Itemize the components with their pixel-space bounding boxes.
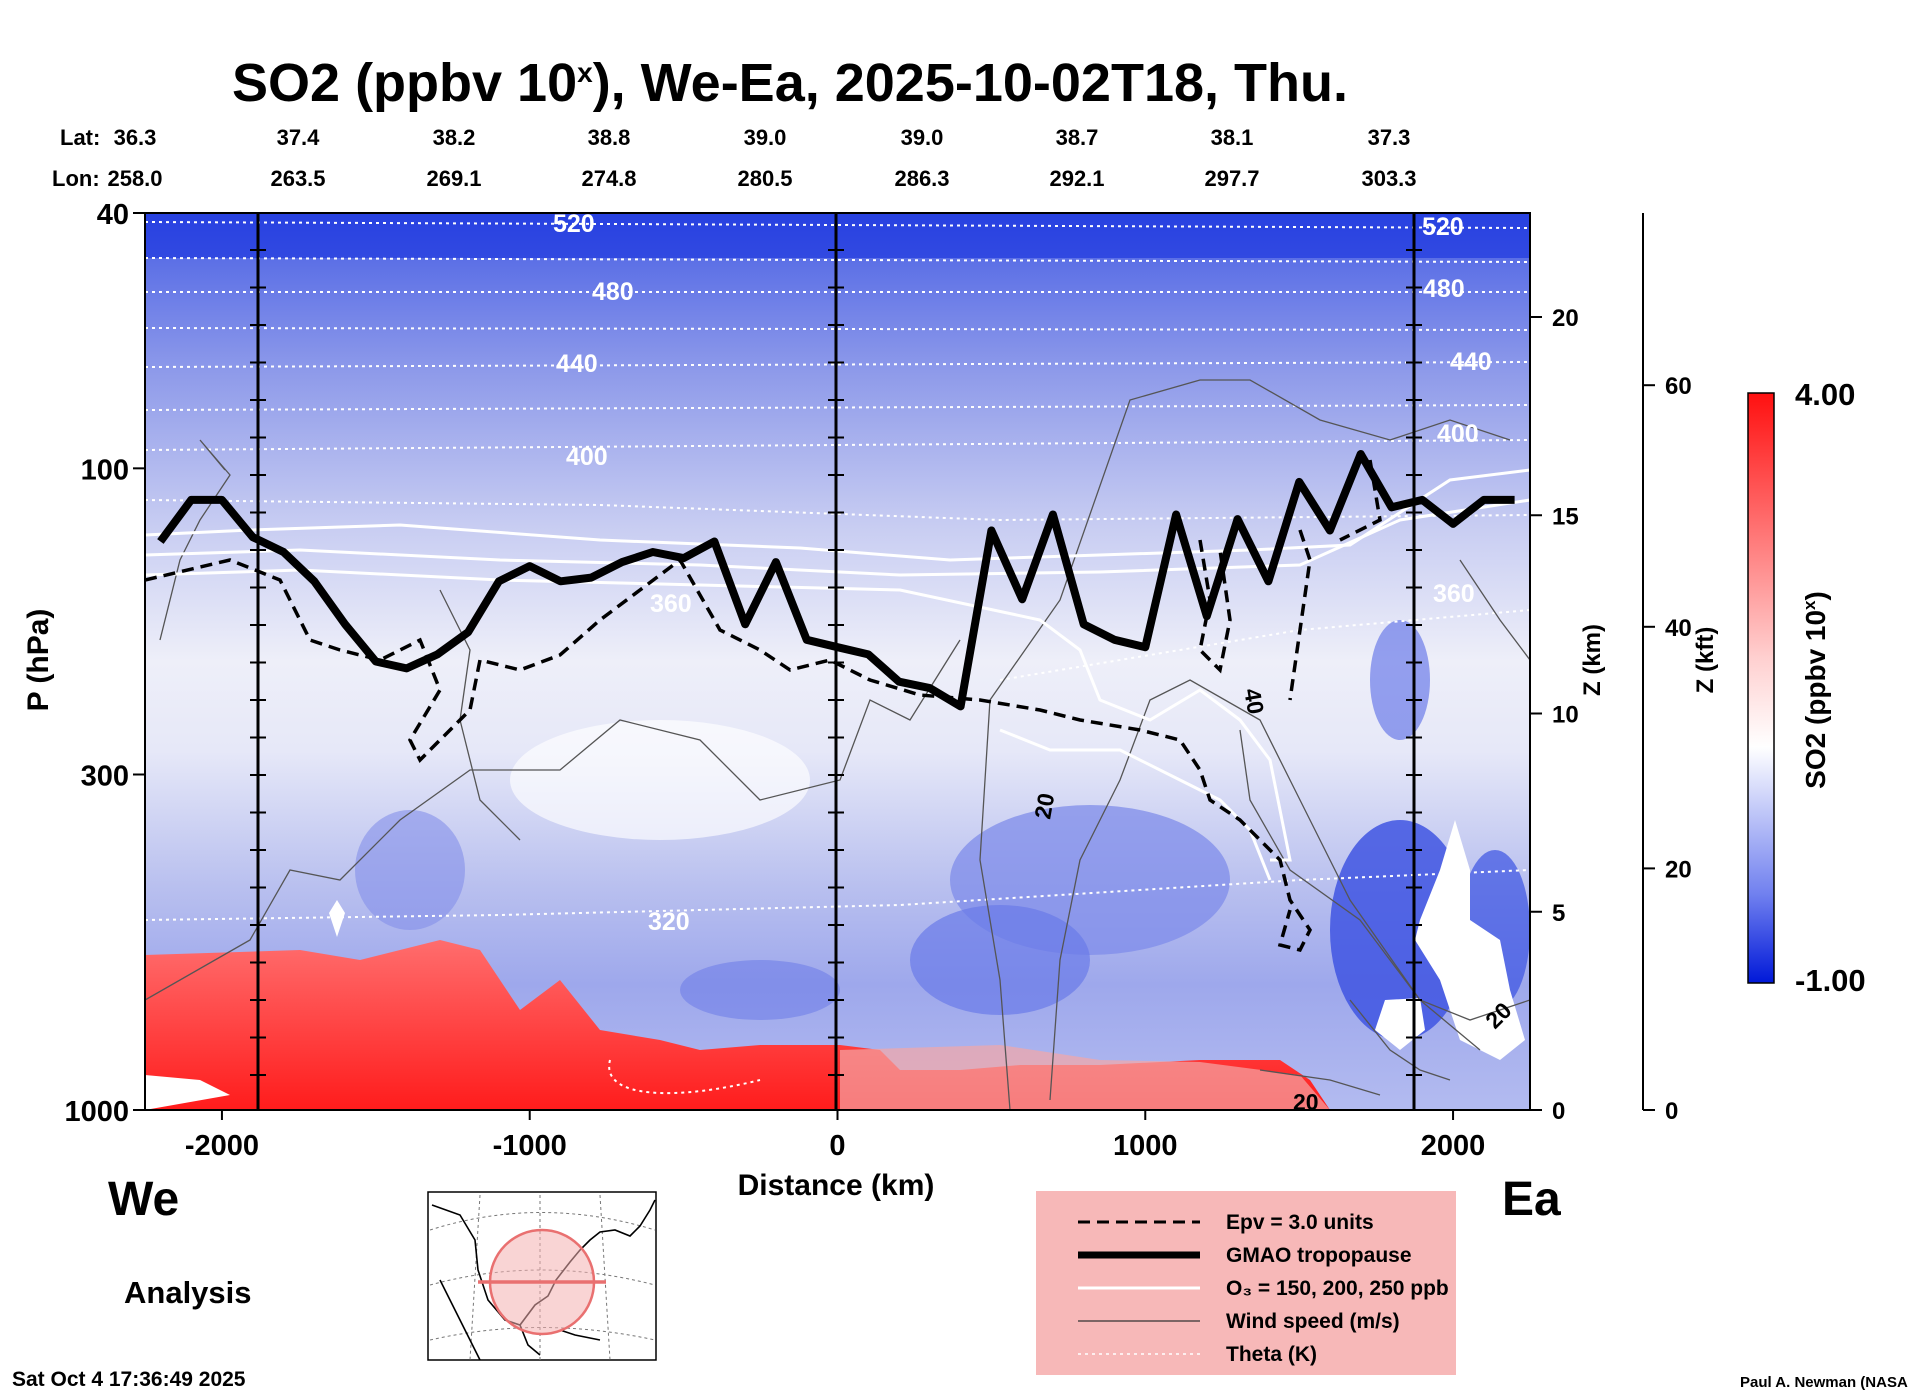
theta-contours [145, 221, 1530, 1095]
z-km-tick-label: 20 [1552, 305, 1579, 332]
legend: Epv = 3.0 units GMAO tropopause O₃ = 150… [1036, 1191, 1456, 1375]
theta-label: 400 [566, 443, 608, 471]
so2-blob [1330, 820, 1470, 1040]
so2-white-area [510, 720, 810, 840]
theta-label: 440 [1450, 348, 1492, 376]
z-km-tick-label: 0 [1552, 1098, 1565, 1125]
colorbar-max-label: 4.00 [1795, 377, 1855, 412]
wind-speed-contours [145, 379, 1530, 1110]
lat-value: 38.1 [1210, 125, 1254, 150]
x-tick-label: 0 [829, 1130, 845, 1162]
z-kft-tick-label: 40 [1665, 615, 1692, 642]
theta-label: 520 [553, 210, 595, 238]
x-tick-label: 2000 [1421, 1130, 1486, 1162]
x-tick-label: 1000 [1113, 1130, 1178, 1162]
z-kft-tick-label: 60 [1665, 373, 1692, 400]
lon-value: 286.3 [894, 166, 950, 191]
so2-pink-layer [840, 1045, 1330, 1110]
lon-value: 297.7 [1204, 166, 1260, 191]
y-tick-label: 40 [97, 199, 129, 231]
theta-label: 440 [556, 350, 598, 378]
lon-value: 269.1 [426, 166, 482, 191]
chart-title: SO2 (ppbv 10x), We-Ea, 2025-10-02T18, Th… [232, 53, 1348, 113]
lon-value: 280.5 [737, 166, 793, 191]
theta-label: 360 [650, 590, 692, 618]
inset-map [427, 1191, 657, 1361]
so2-blob [1370, 620, 1430, 740]
colorbar [1747, 392, 1775, 984]
legend-label-tropopause: GMAO tropopause [1226, 1244, 1412, 1267]
lon-value: 303.3 [1361, 166, 1417, 191]
wind-label: 40 [1239, 686, 1269, 716]
lat-value: 38.7 [1055, 125, 1099, 150]
legend-label-epv: Epv = 3.0 units [1226, 1211, 1374, 1234]
theta-label: 480 [592, 278, 634, 306]
timestamp: Sat Oct 4 17:36:49 2025 [12, 1368, 246, 1391]
y-tick-label: 100 [81, 454, 129, 486]
colorbar-min-label: -1.00 [1795, 963, 1866, 998]
legend-label-ozone: O₃ = 150, 200, 250 ppb [1226, 1277, 1449, 1300]
lat-value: 37.4 [276, 125, 320, 150]
east-label: Ea [1502, 1173, 1561, 1226]
so2-blob [680, 960, 840, 1020]
credit: Paul A. Newman (NASA [1740, 1374, 1908, 1391]
x-tick-label: -2000 [185, 1130, 259, 1162]
theta-label: 400 [1437, 420, 1479, 448]
z-km-axis-title: Z (km) [1579, 624, 1606, 696]
legend-label-theta: Theta (K) [1226, 1343, 1317, 1366]
z-km-tick-label: 15 [1552, 503, 1579, 530]
lon-value: 274.8 [581, 166, 637, 191]
lon-value: 263.5 [270, 166, 326, 191]
analysis-label: Analysis [124, 1275, 252, 1310]
lat-value: 39.0 [743, 125, 787, 150]
x-tick-label: -1000 [493, 1130, 567, 1162]
lon-value: 292.1 [1049, 166, 1105, 191]
west-label: We [108, 1173, 180, 1226]
axes: -2000 -1000 0 1000 2000100030010040051015200… [64, 199, 1691, 1162]
y-tick-label: 300 [81, 760, 129, 792]
theta-labels: 520 480 440 400 360 320 520 480 440 400 … [553, 210, 1492, 936]
lat-value: 37.3 [1367, 125, 1411, 150]
z-kft-axis-title: Z (kft) [1692, 627, 1719, 694]
y-tick-label: 1000 [64, 1096, 129, 1128]
so2-white-patch [1415, 820, 1525, 1060]
x-axis-title: Distance (km) [738, 1169, 935, 1202]
theta-label: 360 [1433, 580, 1475, 608]
lat-value: 38.2 [432, 125, 476, 150]
ozone-contours [145, 468, 1530, 881]
theta-label: 320 [648, 908, 690, 936]
theta-label: 480 [1423, 275, 1465, 303]
legend-label-wind: Wind speed (m/s) [1226, 1310, 1400, 1333]
lat-value: 38.8 [587, 125, 631, 150]
wind-label: 20 [1293, 1089, 1319, 1115]
z-km-tick-label: 10 [1552, 702, 1579, 729]
z-kft-tick-label: 0 [1665, 1098, 1678, 1125]
reference-ticks [250, 249, 1422, 1076]
y-axis-title: P (hPa) [22, 609, 55, 712]
so2-blob [355, 810, 465, 930]
lat-value: 36.3 [113, 125, 157, 150]
inset-graticule [429, 1194, 656, 1361]
wind-label: 20 [1029, 791, 1059, 821]
lon-value: 258.0 [107, 166, 163, 191]
z-kft-tick-label: 20 [1665, 856, 1692, 883]
colorbar-title: SO2 (ppbv 10x) [1800, 591, 1831, 789]
lat-label: Lat: [60, 125, 101, 150]
lon-label: Lon: [52, 166, 100, 191]
so2-white-bottom [145, 1075, 230, 1110]
lat-value: 39.0 [900, 125, 944, 150]
theta-label: 520 [1422, 213, 1464, 241]
so2-white-diamond [329, 900, 345, 937]
so2-blob [910, 905, 1090, 1015]
z-km-tick-label: 5 [1552, 900, 1565, 927]
